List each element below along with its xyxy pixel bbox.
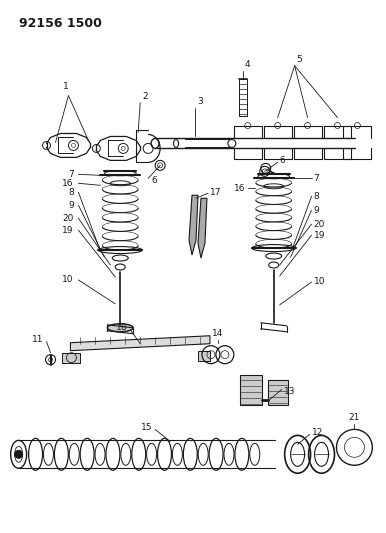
Text: 9: 9 — [313, 206, 319, 215]
Text: 6: 6 — [151, 176, 157, 185]
Text: 9: 9 — [69, 201, 74, 209]
Text: 12: 12 — [312, 428, 323, 437]
Text: 92156 1500: 92156 1500 — [19, 17, 102, 30]
Text: 8: 8 — [313, 192, 319, 201]
Text: 15: 15 — [141, 423, 152, 432]
Text: 3: 3 — [197, 96, 203, 106]
Text: 14: 14 — [212, 329, 223, 338]
Text: 19: 19 — [313, 231, 325, 240]
Text: 10: 10 — [313, 278, 325, 286]
Polygon shape — [268, 379, 288, 405]
Text: 7: 7 — [69, 170, 74, 179]
Polygon shape — [198, 198, 207, 258]
Text: 2: 2 — [142, 92, 148, 101]
Text: 16: 16 — [62, 179, 73, 188]
Polygon shape — [63, 353, 80, 362]
Text: 8: 8 — [69, 188, 74, 197]
Text: 4: 4 — [245, 60, 251, 69]
Text: 1: 1 — [63, 82, 68, 91]
Polygon shape — [70, 336, 210, 351]
Text: 21: 21 — [349, 414, 360, 423]
Text: 20: 20 — [313, 220, 325, 229]
Polygon shape — [189, 195, 198, 255]
Ellipse shape — [107, 324, 133, 332]
Polygon shape — [198, 351, 210, 361]
Text: 11: 11 — [32, 335, 44, 344]
Text: 13: 13 — [284, 387, 295, 396]
Text: 7: 7 — [313, 174, 319, 183]
Text: 10: 10 — [62, 276, 73, 285]
Polygon shape — [240, 375, 262, 405]
Text: 17: 17 — [210, 188, 222, 197]
Circle shape — [15, 450, 23, 458]
Text: 18: 18 — [116, 324, 127, 332]
Text: 20: 20 — [62, 214, 73, 223]
Text: 6: 6 — [280, 156, 285, 165]
Text: 19: 19 — [62, 225, 73, 235]
Text: 16: 16 — [234, 184, 246, 193]
Text: 5: 5 — [296, 55, 302, 64]
